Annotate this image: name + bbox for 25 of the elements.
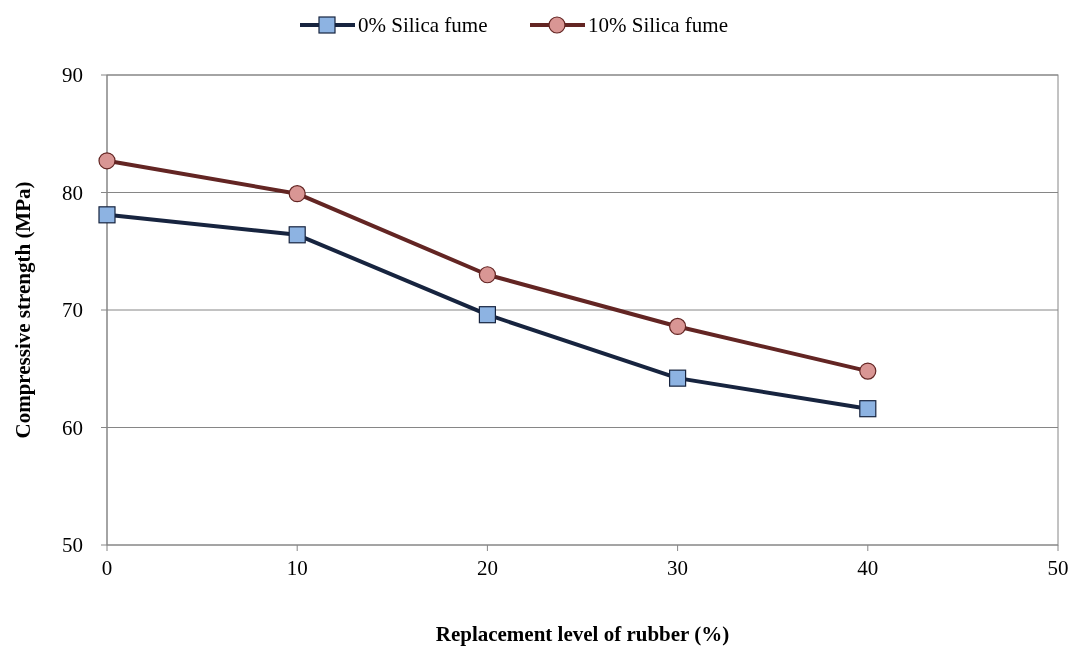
- y-tick-label: 70: [62, 298, 83, 323]
- point: [478, 306, 496, 324]
- point: [98, 152, 116, 170]
- y-axis-title: Compressive strength (MPa): [11, 181, 35, 439]
- y-tick-label: 50: [62, 533, 83, 558]
- point: [288, 185, 306, 203]
- legend-label: 10% Silica fume: [588, 13, 728, 38]
- legend-label: 0% Silica fume: [358, 13, 488, 38]
- point: [669, 317, 687, 336]
- x-tick-label: 30: [667, 556, 689, 580]
- x-tick-label: 40: [857, 556, 879, 580]
- point: [288, 226, 306, 244]
- x-tick-label: 0: [101, 556, 113, 580]
- point: [669, 369, 687, 387]
- x-tick-label: 50: [1047, 556, 1069, 580]
- x-axis-title: Replacement level of rubber (%): [435, 622, 730, 646]
- y-tick-label: 90: [62, 63, 83, 88]
- x-tick-label: 20: [476, 556, 498, 580]
- point: [98, 206, 116, 224]
- point: [478, 266, 496, 284]
- x-tick-label: 10: [286, 556, 308, 580]
- point: [859, 400, 877, 418]
- point: [859, 362, 877, 380]
- y-tick-label: 60: [62, 415, 83, 440]
- y-tick-label: 80: [62, 180, 83, 205]
